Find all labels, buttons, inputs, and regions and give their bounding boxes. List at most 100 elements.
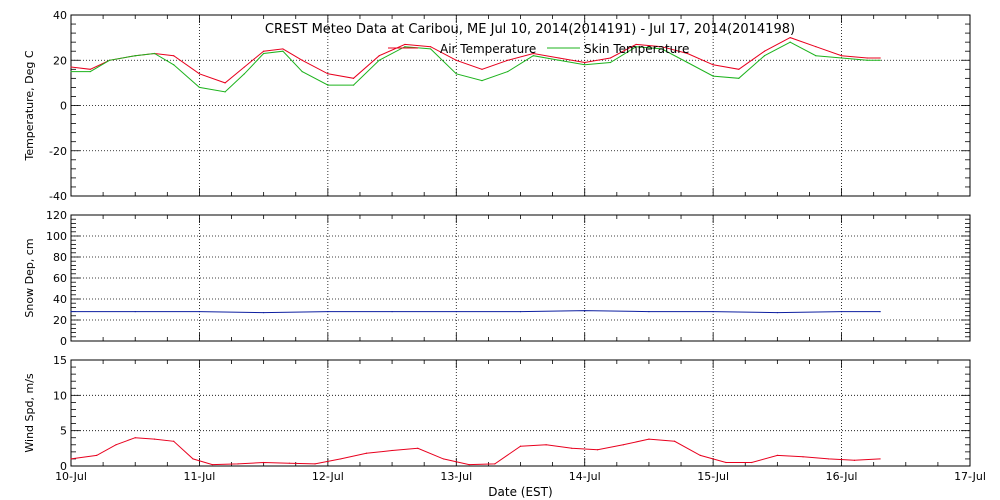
data-point [840, 311, 843, 313]
y-tick-label: 5 [60, 425, 67, 438]
data-point [455, 311, 457, 313]
data-point [198, 86, 201, 88]
data-point [840, 57, 843, 59]
data-point [468, 463, 470, 466]
y-tick-label: 15 [53, 354, 67, 367]
y-axis-label: Temperature, Deg C [23, 50, 36, 161]
data-point [70, 66, 72, 68]
data-point [789, 37, 791, 39]
data-point [738, 77, 740, 79]
y-tick-label: 40 [53, 293, 67, 306]
data-point [853, 459, 856, 461]
y-tick-label: 80 [53, 251, 67, 264]
y-tick-label: 40 [53, 9, 67, 22]
data-point [391, 449, 393, 452]
y-tick-label: 10 [53, 389, 67, 402]
data-point [192, 458, 194, 460]
data-point [545, 444, 547, 446]
panel-wind [70, 359, 971, 467]
data-point [674, 440, 676, 442]
data-point [115, 444, 117, 446]
data-point [430, 48, 432, 50]
data-point [532, 52, 534, 55]
data-point [763, 55, 766, 57]
x-tick-label: 12-Jul [312, 470, 344, 483]
data-point [352, 77, 355, 79]
data-point [840, 55, 843, 57]
data-point [134, 311, 136, 313]
data-point [211, 463, 213, 466]
data-point [89, 68, 91, 70]
data-point [153, 438, 156, 440]
data-point [288, 462, 290, 464]
data-point [282, 48, 284, 50]
data-point [481, 80, 483, 82]
data-point [70, 70, 72, 73]
data-point [365, 452, 367, 454]
data-point [584, 309, 586, 312]
y-tick-label: 60 [53, 272, 67, 285]
data-point [789, 41, 791, 43]
data-point [815, 46, 817, 48]
y-tick-label: 0 [60, 100, 67, 113]
data-point [776, 454, 778, 456]
legend-label-air: Air Temperature [440, 42, 536, 56]
data-point [301, 70, 303, 73]
panel-frame [70, 14, 971, 197]
series-line-snow-depth [71, 310, 881, 314]
data-point [558, 59, 560, 61]
data-point [224, 91, 226, 93]
data-point [763, 50, 766, 52]
data-point [70, 311, 72, 313]
data-point [455, 73, 457, 75]
y-tick-label: -20 [49, 145, 67, 158]
data-point [661, 48, 663, 50]
data-point [314, 463, 316, 465]
data-point [263, 52, 265, 55]
data-point [391, 311, 393, 313]
data-point [725, 461, 727, 464]
data-point [70, 458, 72, 460]
x-tick-label: 13-Jul [440, 470, 472, 483]
data-point [879, 59, 881, 61]
data-point [134, 55, 136, 57]
data-point [378, 59, 380, 61]
x-tick-label: 16-Jul [826, 470, 858, 483]
data-point [108, 59, 111, 61]
data-point [327, 73, 329, 75]
panel-snow [70, 214, 971, 342]
y-tick-label: 0 [60, 460, 67, 473]
data-point [596, 449, 599, 451]
data-point [404, 43, 406, 46]
data-point [198, 73, 201, 75]
data-point [712, 75, 714, 77]
data-point [712, 64, 714, 66]
data-point [494, 463, 496, 465]
data-point [866, 57, 868, 59]
data-point [481, 68, 483, 70]
y-tick-label: 120 [46, 209, 67, 222]
data-point [96, 454, 98, 456]
data-point [828, 458, 830, 460]
y-tick-label: 100 [46, 230, 67, 243]
data-point [712, 311, 714, 313]
data-point [879, 311, 881, 313]
data-point [173, 440, 175, 442]
data-point [134, 437, 136, 439]
x-axis-label: Date (EST) [488, 485, 552, 499]
data-point [661, 46, 663, 48]
data-point [352, 84, 355, 86]
data-point [558, 57, 560, 59]
data-point [751, 461, 753, 464]
y-tick-label: -40 [49, 190, 67, 203]
data-point [455, 59, 457, 61]
data-point [648, 311, 650, 313]
x-tick-label: 17-Jul [954, 470, 986, 483]
y-tick-label: 0 [60, 335, 67, 348]
y-tick-label: 20 [53, 54, 67, 67]
data-point [609, 61, 612, 64]
data-point [622, 444, 624, 446]
data-point [301, 59, 303, 61]
